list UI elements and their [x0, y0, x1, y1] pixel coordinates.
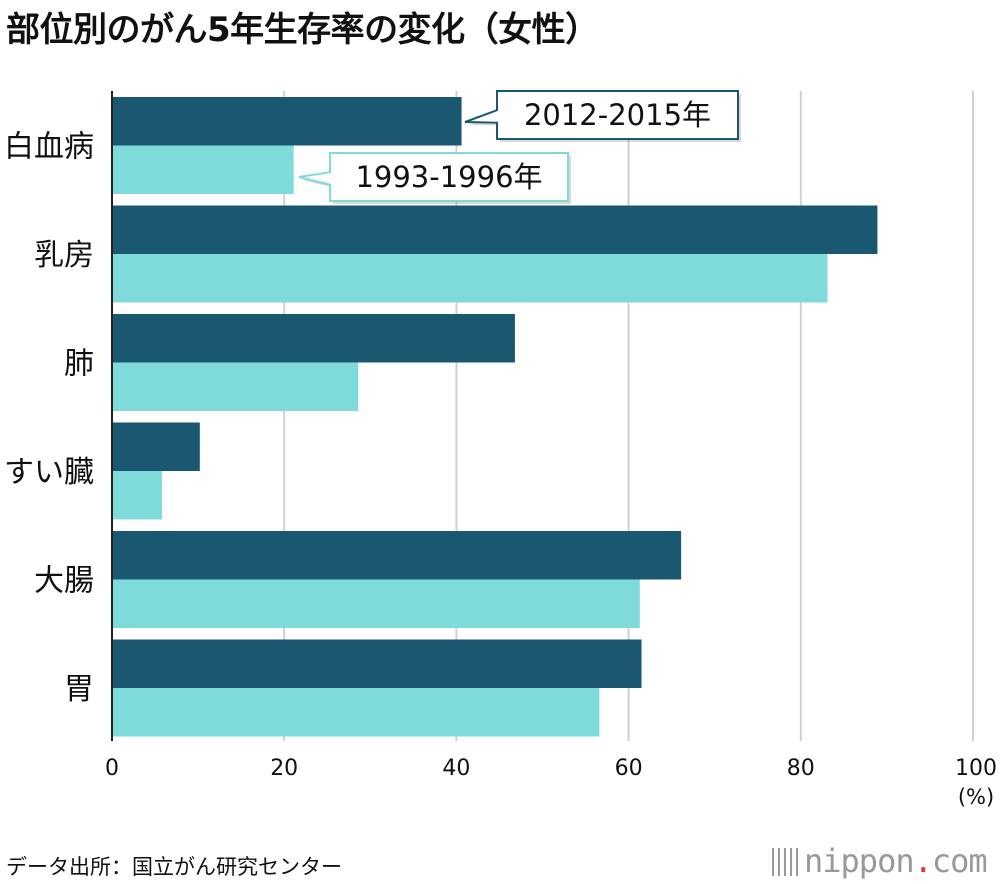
bar-1993-1996 [112, 362, 359, 411]
bar-1993-1996 [112, 579, 640, 628]
x-tick-label: 0 [105, 756, 119, 781]
logo-dot: . [913, 842, 933, 880]
nippon-logo: nippon.com [772, 842, 988, 880]
bar-1993-1996 [112, 688, 600, 737]
bar-1993-1996 [112, 254, 828, 303]
x-tick-label: 40 [442, 756, 470, 781]
logo-name: nippon [804, 842, 915, 880]
category-label: 大腸 [34, 564, 94, 599]
legend-label: 1993-1996年 [355, 160, 542, 194]
bar-2012-2015 [112, 422, 200, 471]
legend-label: 2012-2015年 [524, 98, 711, 132]
bar-2012-2015 [112, 205, 878, 254]
category-label: すい臓 [4, 455, 94, 490]
x-tick-label: 60 [615, 756, 643, 781]
tick-labels: 0 20 40 60 80 100 (%) [105, 756, 997, 809]
legend-callout-1993-1996 [298, 152, 569, 202]
bar-1993-1996 [112, 145, 294, 194]
x-tick-label: 20 [270, 756, 298, 781]
legend-callout-2012-2015 [464, 90, 739, 140]
chart-title: 部位別のがん5年生存率の変化（女性） [6, 10, 599, 50]
bar-2012-2015 [112, 531, 682, 580]
x-tick-label: 100 [955, 756, 997, 781]
unit-label: (%) [958, 785, 994, 809]
bar-2012-2015 [112, 314, 515, 363]
logo-mark-icon [772, 848, 798, 876]
category-label: 乳房 [34, 238, 94, 273]
logo-tld: com [931, 842, 988, 880]
bars [112, 97, 878, 737]
x-tick-label: 80 [787, 756, 815, 781]
category-label: 肺 [64, 347, 94, 382]
legend-callouts: 2012-2015年 1993-1996年 [298, 90, 741, 204]
bar-2012-2015 [112, 639, 642, 688]
bar-1993-1996 [112, 471, 162, 520]
category-label: 白血病 [4, 130, 94, 165]
data-source: データ出所：国立がん研究センター [6, 855, 342, 879]
bar-2012-2015 [112, 97, 462, 146]
category-label: 胃 [64, 672, 94, 707]
